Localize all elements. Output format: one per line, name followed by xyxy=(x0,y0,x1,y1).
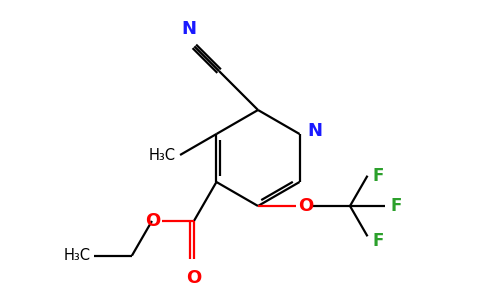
Text: O: O xyxy=(186,269,201,287)
Text: F: F xyxy=(373,232,384,250)
Text: O: O xyxy=(145,212,160,230)
Text: N: N xyxy=(182,20,197,38)
Text: N: N xyxy=(307,122,322,140)
Text: F: F xyxy=(373,167,384,185)
Text: H₃C: H₃C xyxy=(149,148,176,163)
Text: H₃C: H₃C xyxy=(64,248,91,263)
Text: O: O xyxy=(298,197,313,215)
Text: F: F xyxy=(390,197,401,215)
